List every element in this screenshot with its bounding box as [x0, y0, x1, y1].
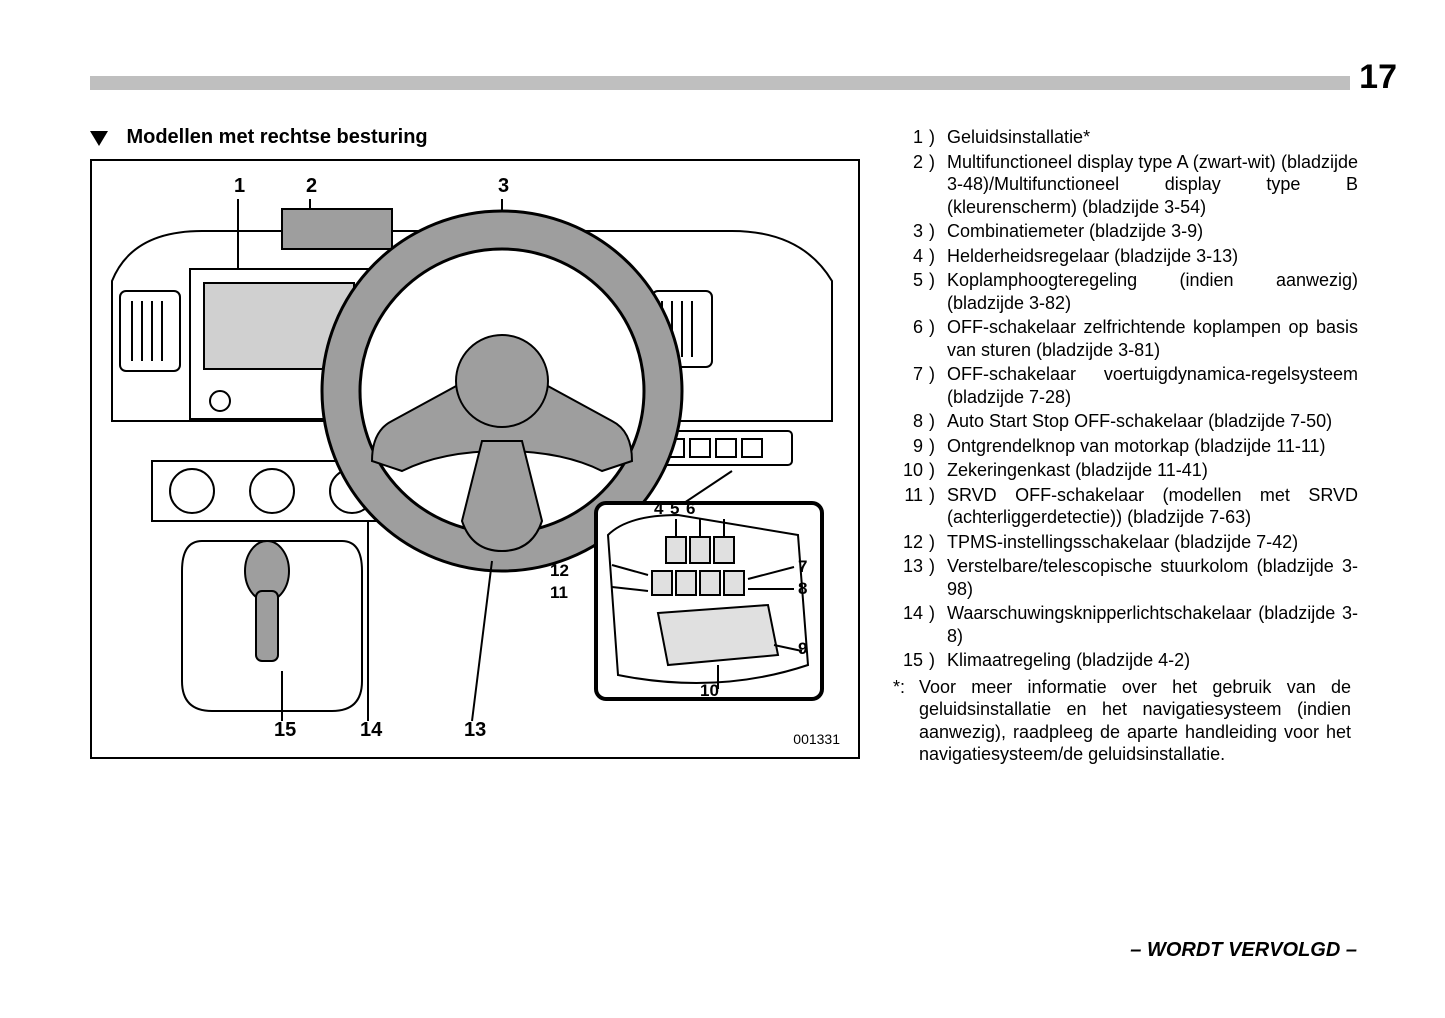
callout-14: 14	[360, 719, 382, 742]
legend-text: SRVD OFF-schakelaar (modellen met SRVD (…	[937, 484, 1358, 529]
legend-text: Combinatiemeter (bladzijde 3-9)	[937, 220, 1358, 243]
legend-item: 9)Ontgrendelknop van motorkap (bladzijde…	[893, 435, 1358, 458]
section-title-text: Modellen met rechtse besturing	[126, 126, 427, 148]
page-number: 17	[1359, 58, 1397, 97]
legend-text: Waarschuwingsknipperlichtschakelaar (bla…	[937, 602, 1358, 647]
legend-num: 3	[893, 220, 929, 243]
legend-num: 9	[893, 435, 929, 458]
legend-num: 2	[893, 151, 929, 219]
inset-illustration	[598, 505, 820, 697]
callout-4: 4	[654, 499, 663, 519]
callout-6: 6	[686, 499, 695, 519]
right-column: 1)Geluidsinstallatie* 2)Multifunctioneel…	[893, 126, 1358, 766]
callout-8: 8	[798, 579, 807, 599]
legend-num: 13	[893, 555, 929, 600]
callout-13: 13	[464, 719, 486, 742]
callout-1: 1	[234, 175, 245, 198]
footnote-text: Voor meer informatie over het gebruik va…	[913, 676, 1351, 766]
callout-15: 15	[274, 719, 296, 742]
legend-item: 10)Zekeringenkast (bladzijde 11-41)	[893, 459, 1358, 482]
legend-text: Geluidsinstallatie*	[937, 126, 1358, 149]
callout-7: 7	[798, 557, 807, 577]
legend-item: 7)OFF-schakelaar voertuigdynamica-regels…	[893, 363, 1358, 408]
callout-2: 2	[306, 175, 317, 198]
legend-num: 5	[893, 269, 929, 314]
triangle-down-icon	[90, 131, 108, 146]
callout-3: 3	[498, 175, 509, 198]
legend-item: 13)Verstelbare/telescopische stuurkolom …	[893, 555, 1358, 600]
figure-id: 001331	[793, 731, 840, 747]
legend-text: Zekeringenkast (bladzijde 11-41)	[937, 459, 1358, 482]
header-divider-bar	[90, 76, 1350, 90]
legend-num: 15	[893, 649, 929, 672]
legend-text: OFF-schakelaar zelfrichtende koplampen o…	[937, 316, 1358, 361]
legend-list: 1)Geluidsinstallatie* 2)Multifunctioneel…	[893, 126, 1358, 672]
legend-text: OFF-schakelaar voertuigdynamica-regelsys…	[937, 363, 1358, 408]
legend-item: 15)Klimaatregeling (bladzijde 4-2)	[893, 649, 1358, 672]
legend-text: Helderheidsregelaar (bladzijde 3-13)	[937, 245, 1358, 268]
legend-num: 14	[893, 602, 929, 647]
left-column: Modellen met rechtse besturing	[90, 126, 860, 759]
footnote: *:Voor meer informatie over het gebruik …	[893, 676, 1358, 766]
legend-item: 11)SRVD OFF-schakelaar (modellen met SRV…	[893, 484, 1358, 529]
callout-12: 12	[550, 561, 569, 581]
legend-text: Auto Start Stop OFF-schakelaar (bladzijd…	[937, 410, 1358, 433]
footnote-marker: *:	[893, 676, 913, 699]
legend-item: 8)Auto Start Stop OFF-schakelaar (bladzi…	[893, 410, 1358, 433]
legend-num: 8	[893, 410, 929, 433]
legend-item: 3)Combinatiemeter (bladzijde 3-9)	[893, 220, 1358, 243]
legend-item: 12)TPMS-instellingsschakelaar (bladzijde…	[893, 531, 1358, 554]
legend-text: Verstelbare/telescopische stuurkolom (bl…	[937, 555, 1358, 600]
legend-num: 10	[893, 459, 929, 482]
legend-item: 1)Geluidsinstallatie*	[893, 126, 1358, 149]
inset-switch-panel	[594, 501, 824, 701]
legend-num: 1	[893, 126, 929, 149]
legend-num: 7	[893, 363, 929, 408]
legend-num: 12	[893, 531, 929, 554]
callout-10: 10	[700, 681, 719, 701]
legend-text: Klimaatregeling (bladzijde 4-2)	[937, 649, 1358, 672]
legend-num: 11	[893, 484, 929, 529]
continued-label: – WORDT VERVOLGD –	[1130, 939, 1357, 962]
legend-item: 6)OFF-schakelaar zelfrichtende koplampen…	[893, 316, 1358, 361]
section-heading: Modellen met rechtse besturing	[90, 126, 860, 149]
callout-9: 9	[798, 639, 807, 659]
legend-text: Ontgrendelknop van motorkap (bladzijde 1…	[937, 435, 1358, 458]
callout-11: 11	[550, 583, 568, 603]
legend-text: Koplamphoogteregeling (indien aanwezig) …	[937, 269, 1358, 314]
legend-item: 4)Helderheidsregelaar (bladzijde 3-13)	[893, 245, 1358, 268]
legend-text: TPMS-instellingsschakelaar (bladzijde 7-…	[937, 531, 1358, 554]
callout-5: 5	[670, 499, 679, 519]
legend-num: 6	[893, 316, 929, 361]
legend-item: 2)Multifunctioneel display type A (zwart…	[893, 151, 1358, 219]
figure-frame: 1 2 3 15 14 13 4 5 6 12 11 7 8 9 10 0013…	[90, 159, 860, 759]
legend-text: Multifunctioneel display type A (zwart-w…	[937, 151, 1358, 219]
legend-item: 5)Koplamphoogteregeling (indien aanwezig…	[893, 269, 1358, 314]
legend-num: 4	[893, 245, 929, 268]
legend-item: 14)Waarschuwingsknipperlichtschakelaar (…	[893, 602, 1358, 647]
